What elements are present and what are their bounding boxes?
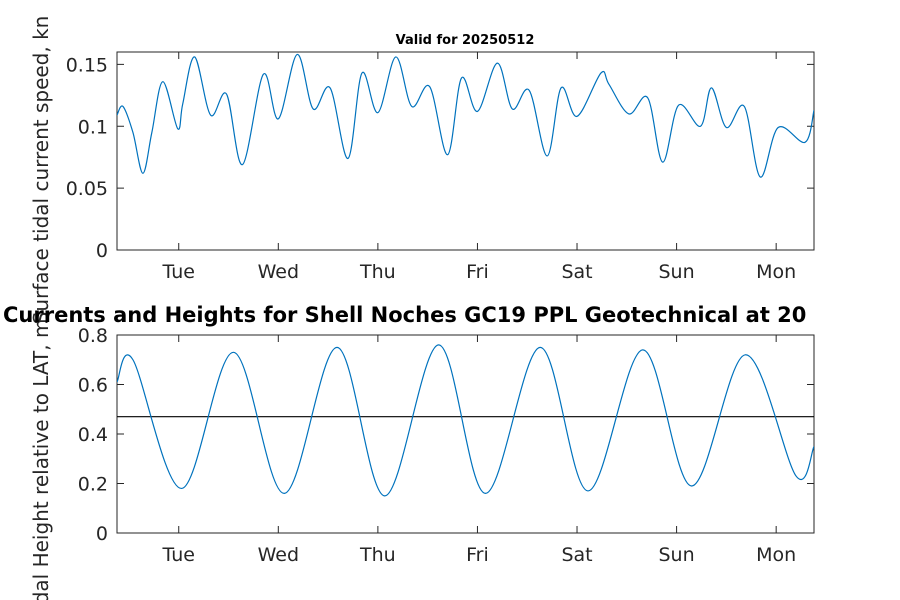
x-tick-label: Fri bbox=[466, 261, 489, 283]
y-tick-label: 0 bbox=[96, 240, 108, 262]
x-tick-label: Thu bbox=[359, 544, 396, 566]
x-tick-label: Wed bbox=[258, 261, 299, 283]
y-tick-label: 0.4 bbox=[78, 424, 108, 446]
x-tick-label: Sat bbox=[561, 544, 592, 566]
x-tick-label: Mon bbox=[756, 261, 796, 283]
tidal-height-panel: 0 0.2 0.4 0.6 0.8 Tue Wed Thu Fri Sat Sun Mon Tidal … bbox=[29, 319, 815, 600]
y-axis-label: Surface tidal current speed, kn bbox=[29, 16, 53, 325]
axes-box bbox=[116, 51, 815, 251]
x-tick-label: Tue bbox=[162, 261, 195, 283]
y-tick-label: 0.15 bbox=[66, 54, 108, 76]
x-tick-label: Sun bbox=[659, 544, 695, 566]
series-line bbox=[117, 344, 814, 497]
x-tick-label: Sat bbox=[561, 261, 592, 283]
current-speed-panel: 0 0.05 0.1 0.15 Tue Wed Thu Fri Sat Sun Mon Surface… bbox=[29, 16, 815, 325]
x-tick-label: Fri bbox=[466, 544, 489, 566]
chart-title: Valid for 20250512 bbox=[396, 33, 535, 48]
y-tick-label: 0.05 bbox=[66, 178, 108, 200]
y-axis-label: Tidal Height relative to LAT, m bbox=[29, 319, 53, 600]
y-tick-label: 0.2 bbox=[78, 474, 108, 496]
figure-main-title: Currents and Heights for Shell Noches GC… bbox=[3, 303, 806, 327]
x-tick-label: Sun bbox=[659, 261, 695, 283]
series-line bbox=[117, 53, 814, 178]
y-tick-label: 0.1 bbox=[78, 116, 108, 138]
x-tick-label: Thu bbox=[359, 261, 396, 283]
y-tick-label: 0.8 bbox=[78, 325, 108, 347]
x-tick-label: Wed bbox=[258, 544, 299, 566]
x-tick-label: Mon bbox=[756, 544, 796, 566]
y-tick-label: 0.6 bbox=[78, 375, 108, 397]
x-tick-label: Tue bbox=[162, 544, 195, 566]
y-tick-label: 0 bbox=[96, 523, 108, 545]
